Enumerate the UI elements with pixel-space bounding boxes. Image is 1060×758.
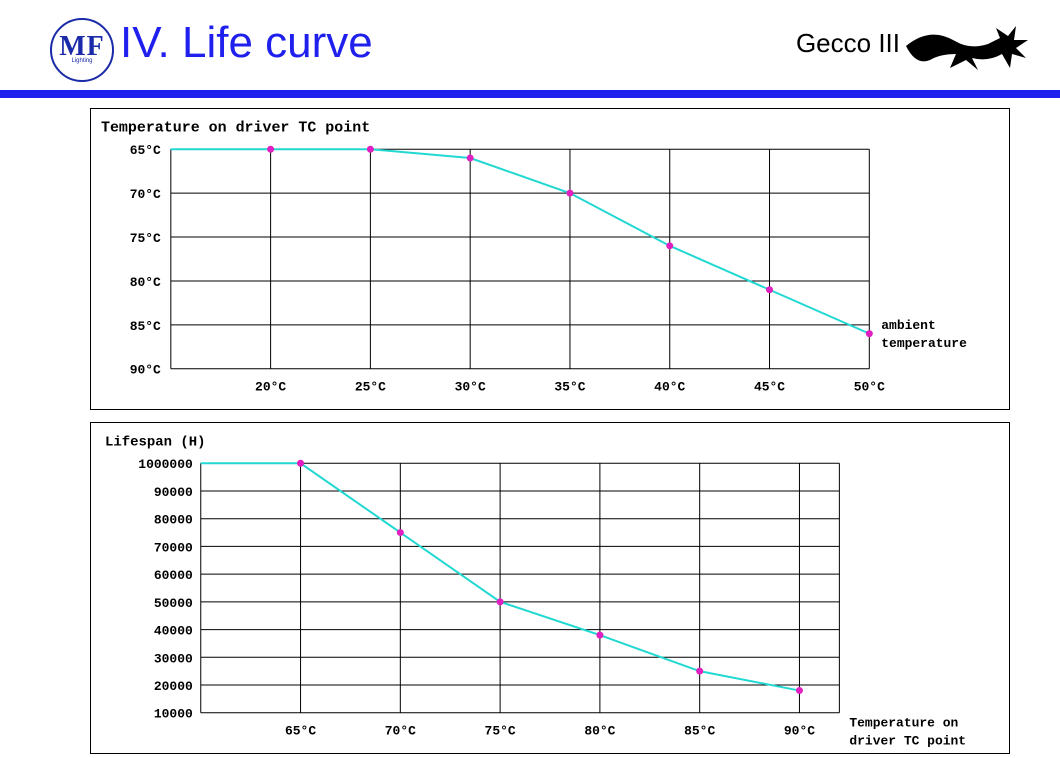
- data-marker: [866, 330, 873, 337]
- y-tick-label: 90000: [154, 485, 193, 500]
- y-tick-label: 80°C: [130, 275, 161, 290]
- x-tick-label: 30°C: [455, 380, 486, 395]
- x-tick-label: 50°C: [854, 380, 885, 395]
- product-name: Gecco III: [796, 28, 900, 59]
- data-marker: [397, 529, 404, 536]
- header-rule: [0, 90, 1060, 98]
- data-marker: [297, 460, 304, 467]
- x-axis-label-line2: driver TC point: [849, 734, 966, 749]
- data-marker: [566, 190, 573, 197]
- x-tick-label: 80°C: [584, 724, 615, 739]
- x-axis-label-line2: temperature: [881, 336, 967, 351]
- x-tick-label: 25°C: [355, 380, 386, 395]
- data-marker: [696, 668, 703, 675]
- y-tick-label: 70°C: [130, 187, 161, 202]
- x-tick-label: 35°C: [554, 380, 585, 395]
- y-tick-label: 40000: [154, 624, 193, 639]
- chart2-title: Lifespan (H): [105, 434, 205, 450]
- data-marker: [267, 146, 274, 153]
- chart-temperature: Temperature on driver TC point 65°C 70°C 75…: [90, 108, 1010, 410]
- x-tick-label: 70°C: [385, 724, 416, 739]
- slide-header: MF Lighting IV. Life curve Gecco III: [0, 0, 1060, 90]
- data-marker: [666, 242, 673, 249]
- chart-lifespan: Lifespan (H) 1000000 90000 80000 70000 60000 5…: [90, 422, 1010, 754]
- x-axis-label-line1: ambient: [881, 318, 935, 333]
- y-tick-label: 20000: [154, 679, 193, 694]
- y-tick-label: 10000: [154, 707, 193, 722]
- y-tick-label: 60000: [154, 568, 193, 583]
- x-tick-label: 45°C: [754, 380, 785, 395]
- data-line: [171, 149, 869, 333]
- x-tick-label: 85°C: [684, 724, 715, 739]
- chart1-title: Temperature on driver TC point: [101, 120, 370, 136]
- charts-container: Temperature on driver TC point 65°C 70°C 75…: [0, 98, 1060, 754]
- y-tick-label: 65°C: [130, 143, 161, 158]
- logo-text: MF: [59, 36, 105, 58]
- y-tick-label: 50000: [154, 596, 193, 611]
- x-axis-label-line1: Temperature on: [849, 716, 958, 731]
- page-title: IV. Life curve: [120, 18, 373, 68]
- y-tick-label: 30000: [154, 651, 193, 666]
- data-marker: [497, 598, 504, 605]
- y-tick-label: 75°C: [130, 231, 161, 246]
- data-marker: [367, 146, 374, 153]
- data-marker: [467, 155, 474, 162]
- y-tick-label: 80000: [154, 513, 193, 528]
- y-tick-label: 90°C: [130, 363, 161, 378]
- data-marker: [796, 687, 803, 694]
- x-tick-label: 65°C: [285, 724, 316, 739]
- brand-logo: MF Lighting: [50, 18, 114, 82]
- logo-subtext: Lighting: [71, 58, 92, 64]
- y-tick-label: 70000: [154, 540, 193, 555]
- y-tick-label: 85°C: [130, 319, 161, 334]
- x-tick-label: 40°C: [654, 380, 685, 395]
- data-marker: [766, 286, 773, 293]
- x-tick-label: 20°C: [255, 380, 286, 395]
- data-marker: [596, 632, 603, 639]
- x-tick-label: 75°C: [485, 724, 516, 739]
- y-tick-label: 1000000: [138, 457, 193, 472]
- chart-lifespan-svg: Lifespan (H) 1000000 90000 80000 70000 60000 5…: [91, 423, 1009, 753]
- x-tick-label: 90°C: [784, 724, 815, 739]
- gecko-icon: [900, 6, 1040, 86]
- chart-temperature-svg: Temperature on driver TC point 65°C 70°C 75…: [91, 109, 1009, 409]
